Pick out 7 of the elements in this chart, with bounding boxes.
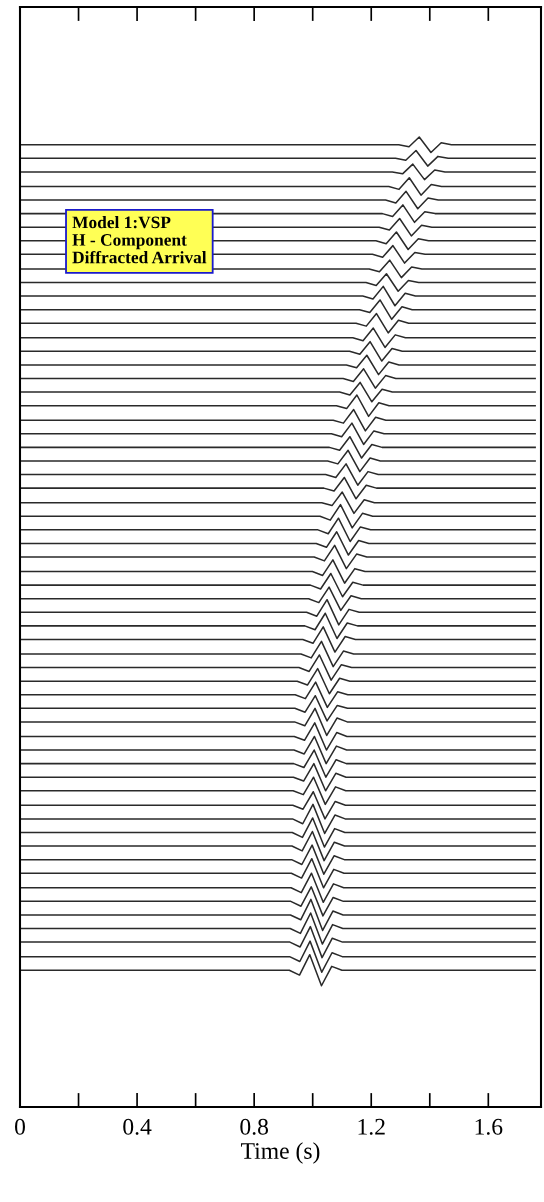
annotation: Model 1:VSP H - Component Diffracted Arrival: [72, 216, 207, 264]
x-axis-title: Time (s): [241, 1142, 320, 1164]
x-tick-label: 0.4: [123, 1118, 152, 1135]
x-tick-label: 1.6: [475, 1118, 503, 1135]
x-tick-label: 1.2: [358, 1118, 385, 1135]
x-tick-label: 0.8: [240, 1118, 269, 1135]
x-tick-label: 0: [15, 1118, 25, 1135]
